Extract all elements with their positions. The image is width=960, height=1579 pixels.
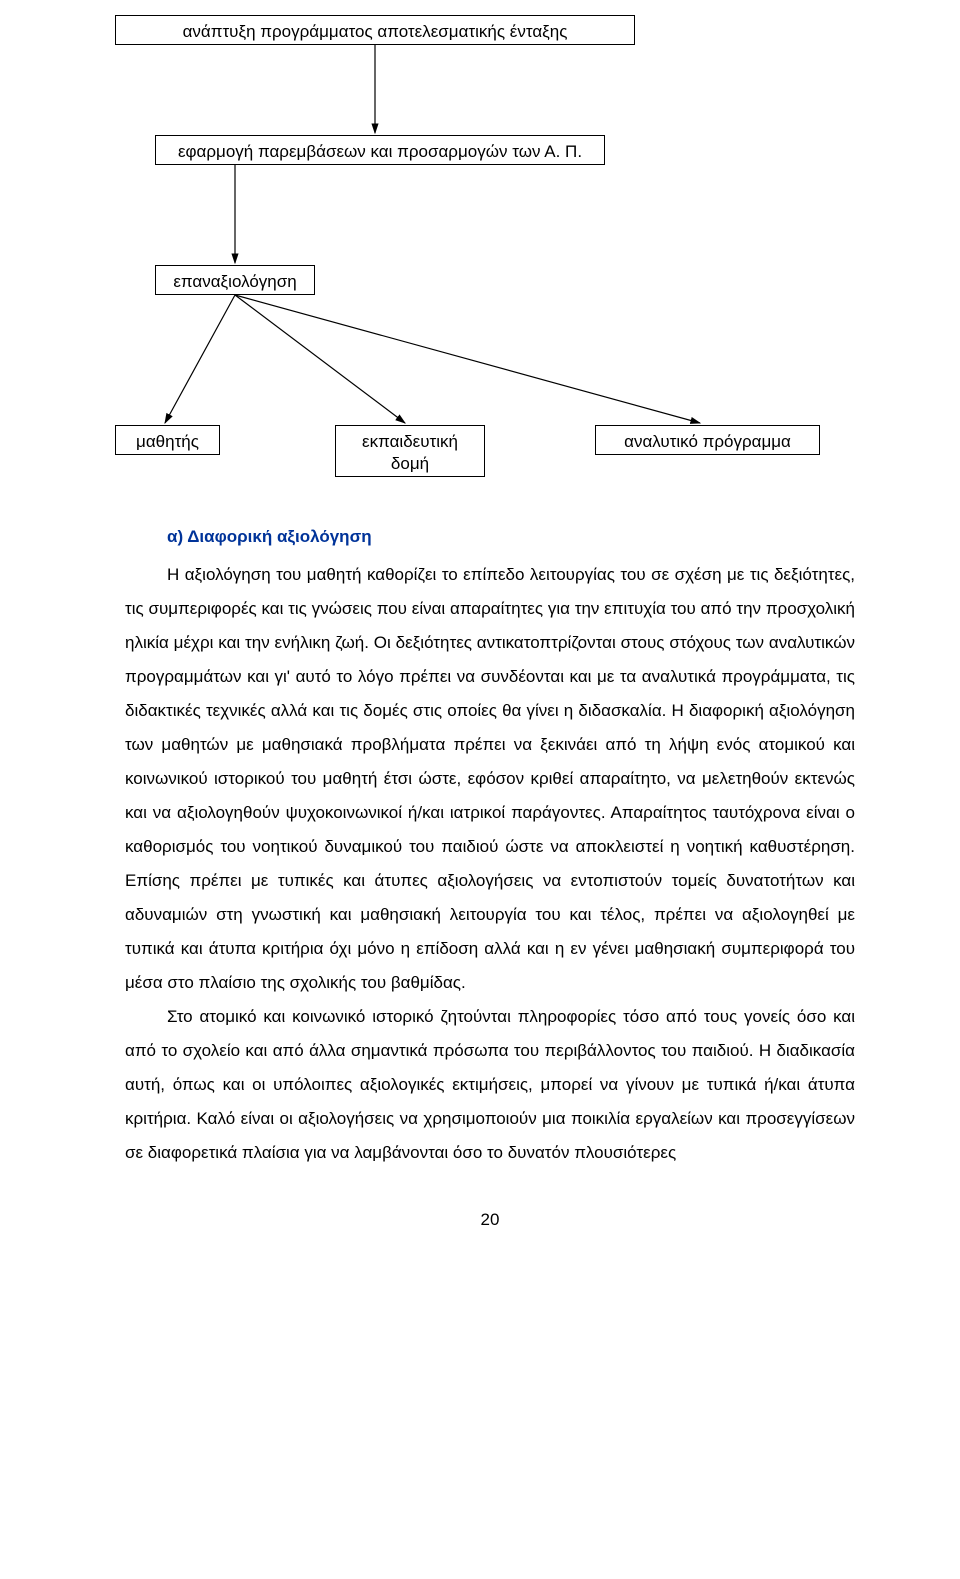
flow-node-mid-label: εφαρμογή παρεμβάσεων και προσαρμογών των… [178, 142, 582, 161]
flow-node-structure-label: εκπαιδευτική δομή [362, 432, 458, 473]
page-number: 20 [125, 1210, 855, 1230]
section-heading: α) Διαφορική αξιολόγηση [125, 520, 855, 554]
paragraph-2: Στο ατομικό και κοινωνικό ιστορικό ζητού… [125, 1000, 855, 1170]
flow-node-program-label: αναλυτικό πρόγραμμα [624, 432, 791, 451]
flow-node-top-label: ανάπτυξη προγράμματος αποτελεσματικής έν… [183, 22, 568, 41]
flow-node-structure: εκπαιδευτική δομή [335, 425, 485, 477]
flow-node-program: αναλυτικό πρόγραμμα [595, 425, 820, 455]
flow-node-student-label: μαθητής [136, 432, 199, 451]
flow-node-mid: εφαρμογή παρεμβάσεων και προσαρμογών των… [155, 135, 605, 165]
paragraph-1: Η αξιολόγηση του μαθητή καθορίζει το επί… [125, 558, 855, 1000]
flow-node-revaluation: επαναξιολόγηση [155, 265, 315, 295]
flowchart: ανάπτυξη προγράμματος αποτελεσματικής έν… [125, 15, 855, 510]
document-body: α) Διαφορική αξιολόγηση Η αξιολόγηση του… [125, 520, 855, 1170]
flow-node-revaluation-label: επαναξιολόγηση [173, 272, 296, 291]
flow-node-top: ανάπτυξη προγράμματος αποτελεσματικής έν… [115, 15, 635, 45]
flow-node-student: μαθητής [115, 425, 220, 455]
